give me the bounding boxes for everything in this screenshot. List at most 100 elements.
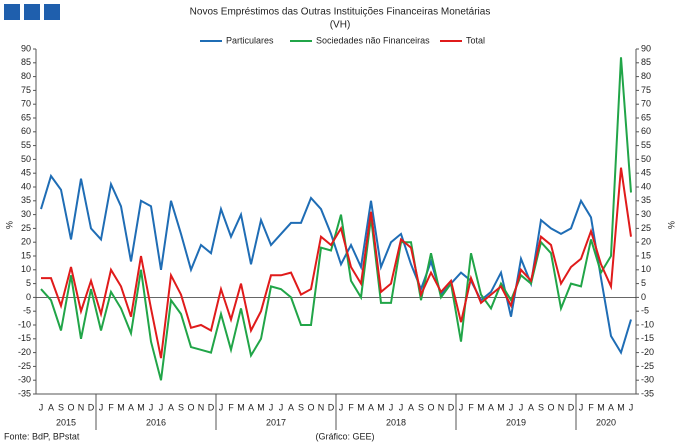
y-tick-label: 55	[21, 140, 31, 150]
y-tick-label: 20	[21, 237, 31, 247]
x-tick-label: N	[198, 402, 205, 412]
x-tick-label: J	[459, 402, 464, 412]
x-tick-label: A	[48, 402, 54, 412]
x-tick-label: M	[497, 402, 505, 412]
y2-tick-label: 65	[641, 112, 651, 122]
x-tick-label: O	[547, 402, 554, 412]
x-tick-label: J	[579, 402, 584, 412]
x-tick-label: A	[608, 402, 614, 412]
y-tick-label: 0	[26, 292, 31, 302]
y2-tick-label: 70	[641, 99, 651, 109]
y2-tick-label: -30	[641, 375, 654, 385]
x-tick-label: A	[168, 402, 174, 412]
x-tick-label: M	[117, 402, 125, 412]
x-tick-label: J	[39, 402, 44, 412]
y-tick-label: -15	[18, 333, 31, 343]
x-tick-label: M	[377, 402, 385, 412]
y-tick-label: 10	[21, 264, 31, 274]
x-tick-label: J	[159, 402, 164, 412]
chart-subtitle: (VH)	[330, 20, 351, 31]
x-tick-label: J	[519, 402, 524, 412]
legend-label: Particulares	[226, 35, 274, 45]
x-tick-label: O	[307, 402, 314, 412]
x-tick-label: M	[257, 402, 265, 412]
y-tick-label: 5	[26, 278, 31, 288]
year-label: 2015	[56, 417, 76, 427]
y-tick-label: 85	[21, 57, 31, 67]
x-tick-label: F	[108, 402, 114, 412]
y-tick-label: 30	[21, 209, 31, 219]
x-tick-label: N	[318, 402, 325, 412]
y2-tick-label: 90	[641, 43, 651, 53]
x-tick-label: J	[99, 402, 104, 412]
x-tick-label: A	[408, 402, 414, 412]
x-tick-label: J	[509, 402, 514, 412]
x-tick-label: J	[399, 402, 404, 412]
y-tick-label: 35	[21, 195, 31, 205]
y2-axis-label: %	[666, 221, 676, 229]
year-label: 2020	[596, 417, 616, 427]
x-tick-label: A	[288, 402, 294, 412]
y2-tick-label: 55	[641, 140, 651, 150]
x-tick-label: D	[568, 402, 575, 412]
series-line	[41, 167, 632, 359]
y-tick-label: -5	[23, 306, 31, 316]
y2-tick-label: -10	[641, 319, 654, 329]
x-tick-label: F	[348, 402, 354, 412]
x-tick-label: J	[219, 402, 224, 412]
y2-tick-label: -15	[641, 333, 654, 343]
x-tick-label: J	[389, 402, 394, 412]
y2-tick-label: 10	[641, 264, 651, 274]
x-tick-label: O	[67, 402, 74, 412]
y-axis-label: %	[4, 221, 14, 229]
x-tick-label: J	[279, 402, 284, 412]
legend-label: Sociedades não Financeiras	[316, 35, 430, 45]
source: Fonte: BdP, BPstat	[4, 431, 80, 441]
x-tick-label: S	[298, 402, 304, 412]
x-tick-label: J	[149, 402, 154, 412]
x-tick-label: S	[418, 402, 424, 412]
logo-block	[4, 4, 20, 20]
year-label: 2017	[266, 417, 286, 427]
x-tick-label: J	[629, 402, 634, 412]
y-tick-label: -30	[18, 375, 31, 385]
x-tick-label: A	[528, 402, 534, 412]
y2-tick-label: 50	[641, 154, 651, 164]
y-tick-label: 75	[21, 85, 31, 95]
x-tick-label: N	[438, 402, 445, 412]
x-tick-label: S	[538, 402, 544, 412]
x-tick-label: F	[228, 402, 234, 412]
y2-tick-label: 45	[641, 168, 651, 178]
x-tick-label: M	[477, 402, 485, 412]
y2-tick-label: 75	[641, 85, 651, 95]
x-tick-label: M	[137, 402, 145, 412]
note: (Gráfico: GEE)	[315, 431, 374, 441]
legend-label: Total	[466, 35, 485, 45]
x-tick-label: O	[427, 402, 434, 412]
y2-tick-label: 0	[641, 292, 646, 302]
series-line	[40, 57, 632, 381]
x-tick-label: A	[488, 402, 494, 412]
y-tick-label: 45	[21, 168, 31, 178]
y-tick-label: 40	[21, 181, 31, 191]
y2-tick-label: -20	[641, 347, 654, 357]
y-tick-label: 60	[21, 126, 31, 136]
y-tick-label: 80	[21, 71, 31, 81]
y2-tick-label: -25	[641, 361, 654, 371]
x-tick-label: D	[208, 402, 215, 412]
y-tick-label: 15	[21, 250, 31, 260]
x-tick-label: D	[328, 402, 335, 412]
x-tick-label: D	[448, 402, 455, 412]
year-label: 2019	[506, 417, 526, 427]
y-tick-label: -35	[18, 388, 31, 398]
y2-tick-label: -35	[641, 388, 654, 398]
x-tick-label: S	[178, 402, 184, 412]
y2-tick-label: 25	[641, 223, 651, 233]
year-label: 2018	[386, 417, 406, 427]
x-tick-label: O	[187, 402, 194, 412]
y2-tick-label: 35	[641, 195, 651, 205]
y-tick-label: -20	[18, 347, 31, 357]
chart-title: Novos Empréstimos das Outras Instituiçõe…	[190, 7, 491, 18]
y-tick-label: 90	[21, 43, 31, 53]
